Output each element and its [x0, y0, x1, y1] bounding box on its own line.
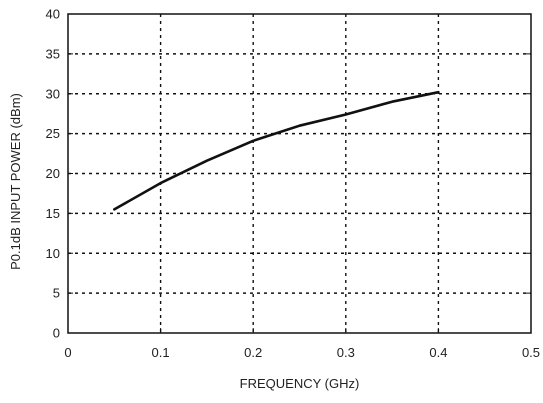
- x-tick-label: 0.2: [244, 345, 262, 360]
- y-tick-label: 40: [46, 7, 60, 22]
- y-tick-label: 5: [53, 286, 60, 301]
- tick-labels: 0 0.1 0.2 0.3 0.4 0.5 0 5 10 15 20 25 30 35 40: [46, 7, 541, 361]
- x-tick-label: 0.1: [152, 345, 170, 360]
- plot-frame: [67, 13, 532, 334]
- x-tick-label: 0.4: [429, 345, 447, 360]
- series: [113, 90, 440, 211]
- x-axis-title: FREQUENCY (GHz): [240, 376, 360, 391]
- y-axis-title: P0.1dB INPUT POWER (dBm): [8, 93, 23, 270]
- y-tick-label: 15: [46, 206, 60, 221]
- grid: [68, 14, 531, 333]
- axes: [67, 13, 532, 334]
- y-tick-label: 30: [46, 86, 60, 101]
- series-line: [113, 90, 440, 211]
- x-tick-label: 0.5: [522, 345, 540, 360]
- y-tick-label: 0: [53, 326, 60, 341]
- x-tick-label: 0.3: [337, 345, 355, 360]
- y-tick-label: 20: [46, 166, 60, 181]
- y-tick-label: 35: [46, 46, 60, 61]
- y-tick-label: 25: [46, 126, 60, 141]
- x-tick-label: 0: [64, 345, 71, 360]
- y-tick-label: 10: [46, 246, 60, 261]
